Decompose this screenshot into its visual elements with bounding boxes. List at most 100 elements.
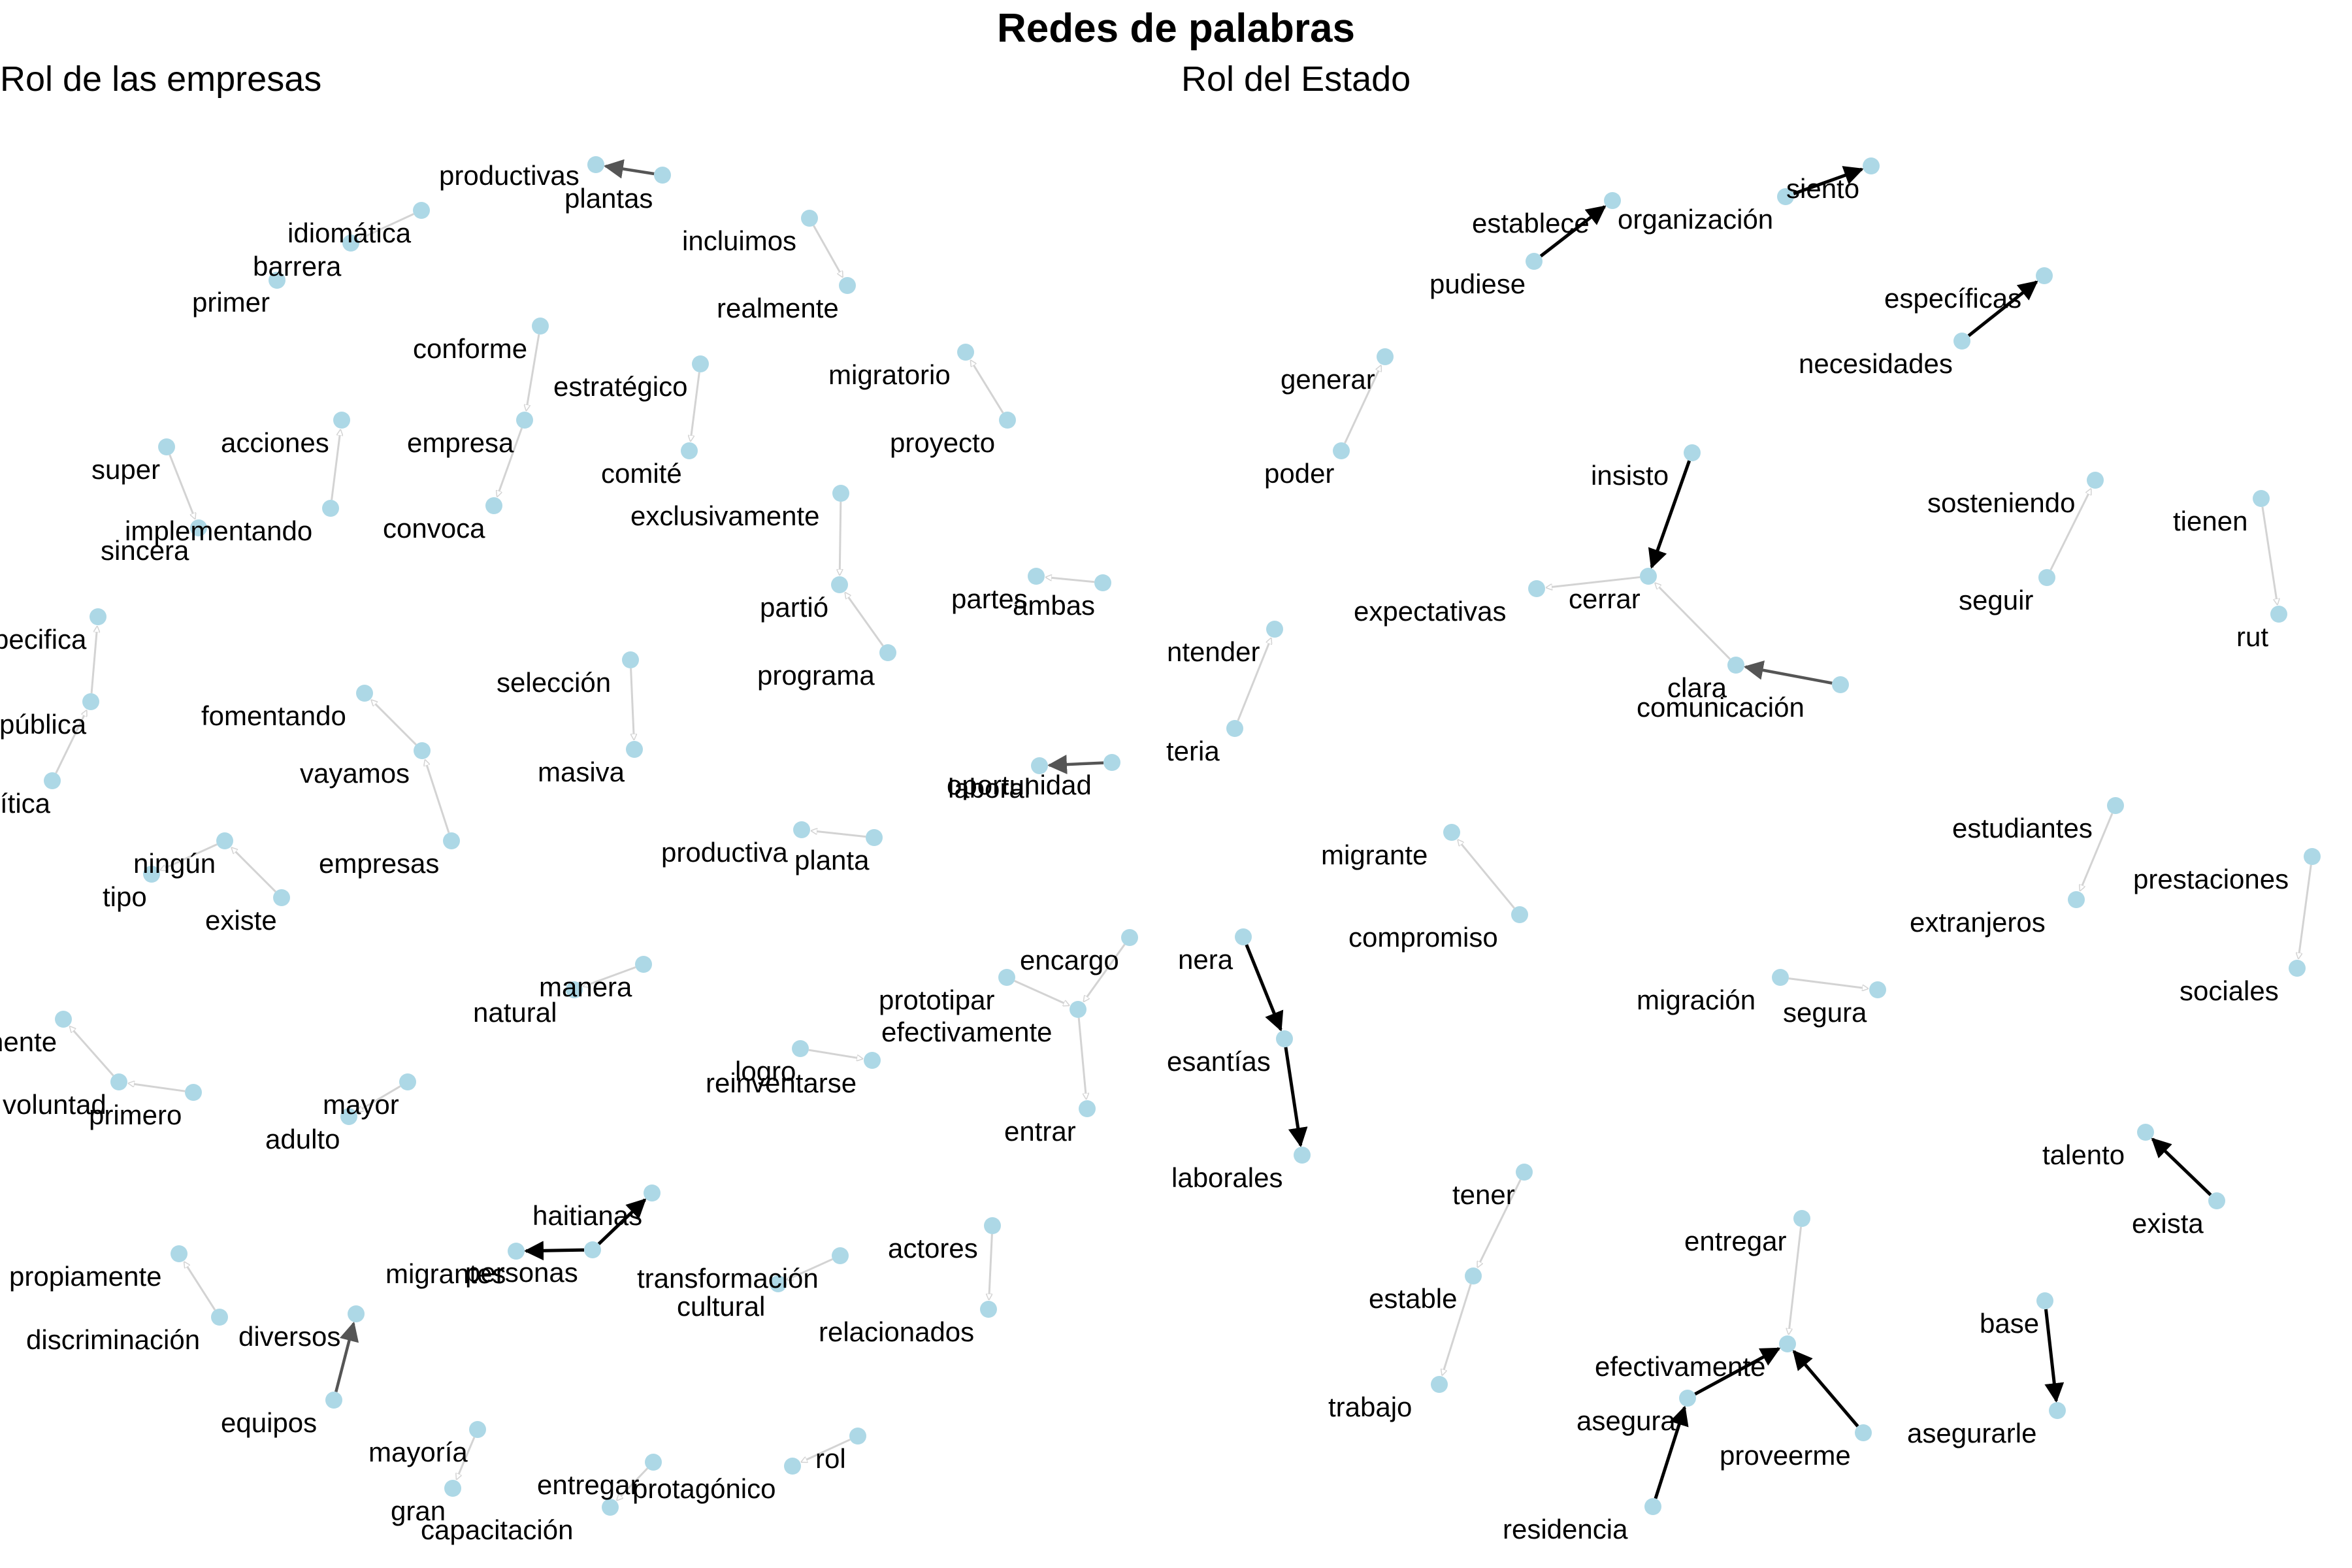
word-label-estado-laborales: laborales — [1171, 1162, 1282, 1193]
node-empresas-capacitacion — [602, 1499, 619, 1516]
edge-empresas-prototipar-to-efectivamente — [1014, 979, 1069, 1005]
node-empresas-planta — [866, 829, 883, 846]
word-label-empresas-itica: ítica — [0, 788, 51, 819]
word-label-empresas-ambas: ambas — [1013, 590, 1095, 621]
edge-estado-organizacion-to-siento — [1793, 166, 1864, 195]
word-label-estado-especificas: específicas — [1884, 283, 2021, 314]
node-estado-generar — [1377, 348, 1394, 365]
word-label-estado-base: base — [1980, 1308, 2039, 1339]
node-estado-siento — [1863, 157, 1880, 174]
edge-empresas-manera-to-natural — [583, 966, 636, 986]
word-label-empresas-migratorio: migratorio — [828, 359, 951, 390]
node-empresas-mayor — [399, 1073, 416, 1090]
edge-estado-necesidades-to-especificas — [1967, 280, 2038, 337]
word-label-empresas-incluimos: incluimos — [682, 225, 796, 256]
node-empresas-convoca — [485, 497, 502, 514]
edge-estado-residencia-to-asegura — [1654, 1405, 1689, 1499]
word-label-empresas-logro: logro — [735, 1056, 796, 1086]
node-estado-tienen — [2253, 490, 2270, 507]
edge-estado-base-to-asegurarle — [2044, 1309, 2065, 1403]
edge-empresas-voluntad-to-nente — [70, 1026, 114, 1077]
edge-empresas-discriminacion-to-propiamente — [184, 1262, 216, 1311]
node-empresas-migratorio — [957, 344, 974, 361]
node-empresas-estrategico — [692, 355, 709, 372]
word-label-empresas-partes: partes — [951, 583, 1028, 614]
node-empresas-comite — [681, 442, 698, 459]
word-label-estado-sosteniendo: sosteniendo — [1927, 487, 2076, 518]
word-label-empresas-productivas: productivas — [439, 160, 580, 191]
node-empresas-proyecto — [999, 412, 1016, 429]
node-estado-ntender — [1266, 621, 1283, 638]
node-estado-exista — [2208, 1192, 2225, 1209]
word-label-empresas-actores: actores — [888, 1233, 978, 1264]
word-label-empresas-nente: nente — [0, 1026, 57, 1057]
word-label-estado-pudiese: pudiese — [1429, 269, 1526, 299]
word-label-estado-migracion: migración — [1637, 985, 1756, 1015]
word-label-empresas-cultural: cultural — [677, 1291, 765, 1322]
word-label-empresas-ningun: ningún — [133, 848, 216, 879]
word-label-estado-rut: rut — [2236, 621, 2268, 652]
node-estado-base — [2036, 1292, 2053, 1309]
node-estado-entregar — [1793, 1210, 1810, 1227]
word-label-estado-compromiso: compromiso — [1348, 922, 1498, 953]
node-estado-clara — [1727, 657, 1744, 674]
word-label-empresas-rol: rol — [815, 1443, 846, 1474]
node-estado-comunicacion — [1832, 676, 1849, 693]
node-empresas-incluimos — [801, 210, 818, 227]
word-label-empresas-idiomatica: idiomática — [287, 218, 412, 248]
word-label-estado-asegurarle: asegurarle — [1907, 1418, 2036, 1448]
word-label-estado-generar: generar — [1281, 364, 1375, 395]
node-estado-estable — [1465, 1267, 1482, 1284]
node-estado-prestaciones — [2304, 848, 2321, 865]
edge-estado-pudiese-to-establece — [1539, 205, 1607, 258]
node-estado-expectativas — [1528, 580, 1545, 597]
word-label-empresas-plantas: plantas — [564, 183, 653, 214]
node-empresas-adulto — [340, 1108, 357, 1125]
node-empresas-relacionados — [980, 1301, 997, 1318]
word-label-estado-estable: estable — [1369, 1283, 1457, 1314]
word-label-empresas-empresas: empresas — [319, 848, 439, 879]
edge-empresas-proyecto-to-migratorio — [971, 361, 1004, 414]
edge-empresas-existe-to-ningun — [232, 848, 276, 892]
node-empresas-encargo — [1121, 929, 1138, 946]
edge-empresas-mayor-to-adulto — [357, 1085, 401, 1112]
node-empresas-logro — [792, 1040, 809, 1057]
node-empresas-diversos — [348, 1305, 365, 1322]
edge-empresas-ningun-to-tipo — [161, 843, 218, 870]
node-empresas-publica — [82, 693, 99, 710]
word-label-estado-necesidades: necesidades — [1799, 348, 1953, 379]
edge-empresas-planta-to-productiva — [811, 831, 866, 838]
word-label-empresas-proyecto: proyecto — [890, 427, 995, 458]
word-label-empresas-convoca: convoca — [383, 513, 485, 544]
word-label-estado-exista: exista — [2132, 1208, 2204, 1239]
node-empresas-primero — [185, 1084, 202, 1101]
word-label-estado-ntender: ntender — [1167, 636, 1260, 667]
edge-empresas-entregar-to-capacitacion — [617, 1467, 649, 1500]
node-empresas-voluntad — [110, 1073, 127, 1090]
edge-estado-estable-to-trabajo — [1442, 1283, 1472, 1375]
node-empresas-partio — [831, 576, 848, 593]
edge-empresas-programa-to-partio — [845, 593, 884, 647]
word-label-estado-cerrar: cerrar — [1569, 583, 1641, 614]
node-empresas-masiva — [626, 741, 643, 758]
word-label-estado-poder: poder — [1264, 458, 1334, 489]
edge-estado-exista-to-talento — [2151, 1137, 2212, 1196]
node-empresas-idiomatica — [413, 202, 430, 219]
edge-empresas-conforme-to-empresa — [526, 334, 540, 410]
word-label-empresas-relacionados: relacionados — [819, 1316, 974, 1347]
word-label-empresas-realmente: realmente — [717, 293, 839, 323]
edge-estado-insisto-to-cerrar — [1648, 460, 1691, 569]
node-estado-residencia — [1644, 1498, 1661, 1515]
edge-estado-entregar-to-efectivamente — [1789, 1226, 1803, 1334]
word-label-empresas-haitianas: haitianas — [532, 1200, 642, 1231]
node-empresas-cultural — [770, 1275, 787, 1292]
node-estado-migracion — [1772, 969, 1789, 986]
node-empresas-ambas — [1094, 574, 1111, 591]
panel-subtitle-estado: Rol del Estado — [1181, 59, 1411, 99]
node-empresas-sincera — [190, 519, 207, 536]
node-empresas-discriminacion — [211, 1309, 228, 1326]
word-label-empresas-productiva: productiva — [661, 837, 788, 868]
edge-estado-asegura-to-efectivamente — [1694, 1347, 1781, 1396]
word-label-empresas-super: super — [91, 454, 160, 485]
word-label-estado-tener: tener — [1452, 1179, 1515, 1210]
